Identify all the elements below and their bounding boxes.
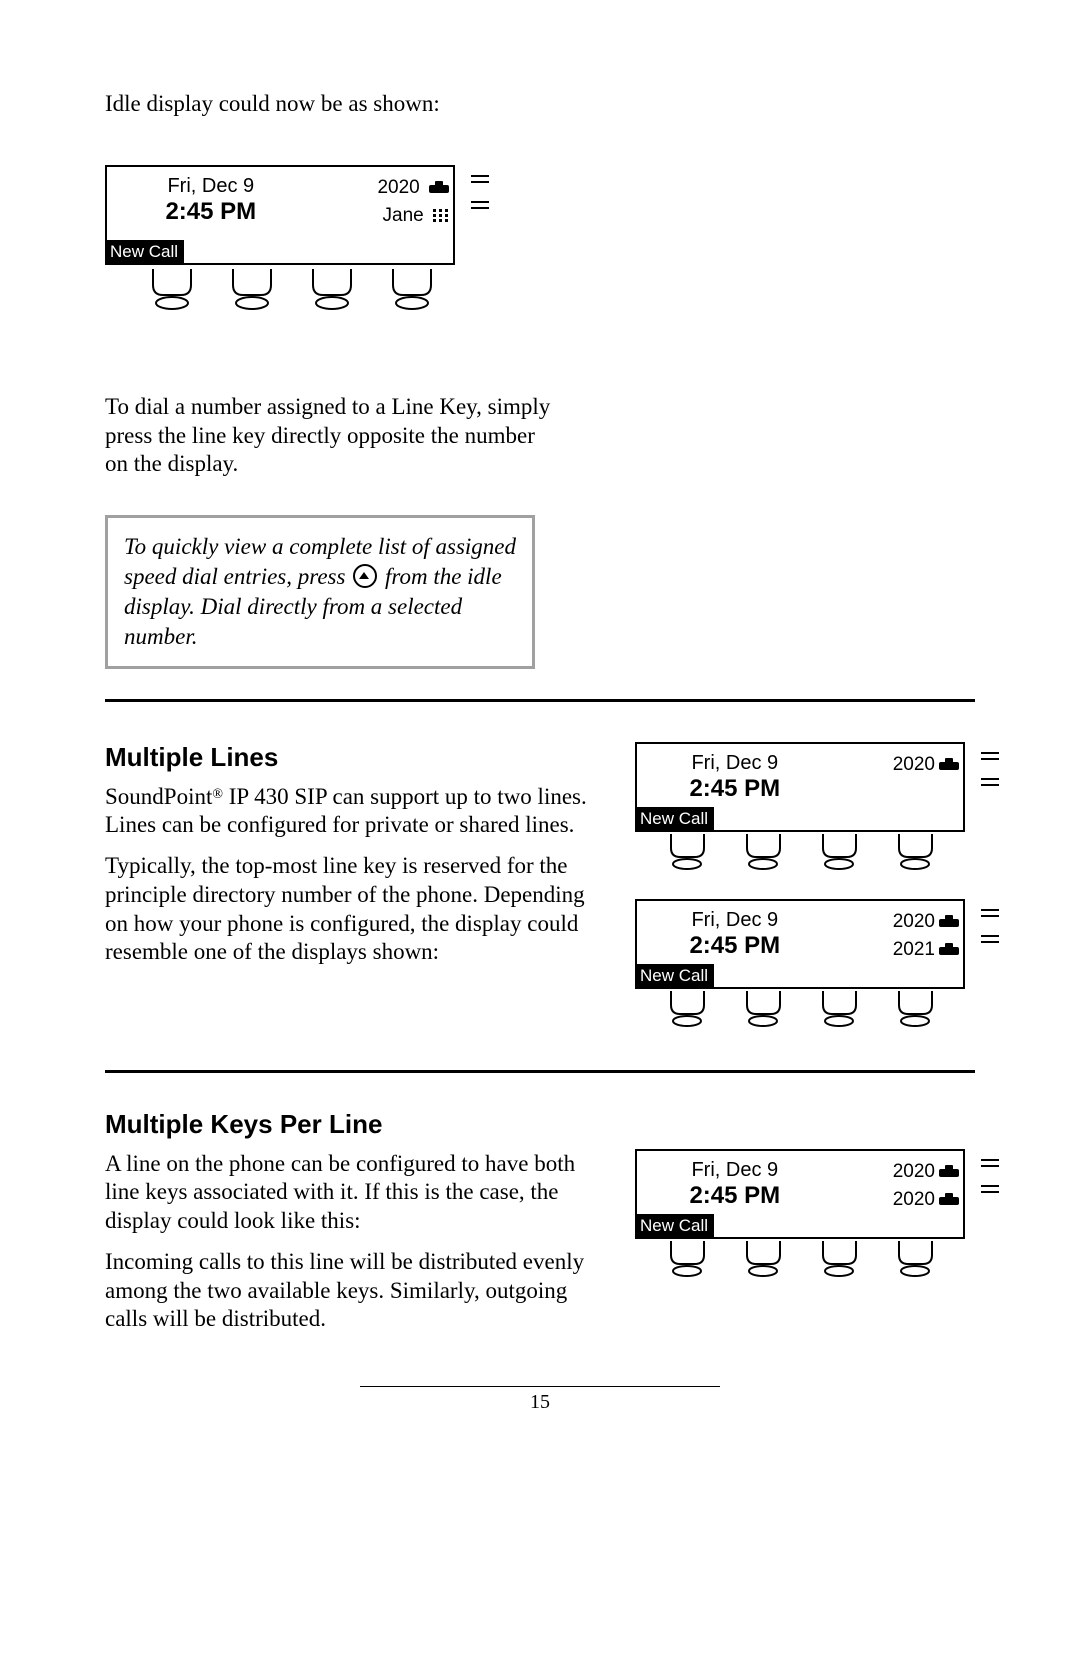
phone-icon: [939, 939, 959, 965]
d3-time: 2:45 PM: [637, 1182, 833, 1210]
section2-para2: Typically, the top-most line key is rese…: [105, 852, 605, 967]
phone-icon: [939, 1189, 959, 1215]
heading-multiple-lines: Multiple Lines: [105, 742, 605, 773]
dial-instructions: To dial a number assigned to a Line Key,…: [105, 393, 555, 479]
line-key[interactable]: [981, 752, 999, 758]
up-arrow-icon: [353, 564, 377, 588]
intro-text: Idle display could now be as shown:: [105, 90, 555, 119]
display1-line2-label: Jane: [383, 205, 424, 226]
phone-display-3: Fri, Dec 92:45 PM 2020 2020 New Call: [635, 1149, 975, 1284]
tip-box: To quickly view a complete list of assig…: [105, 515, 535, 669]
softkey-newcall[interactable]: New Call: [105, 240, 184, 265]
softkey-buttons[interactable]: [113, 267, 463, 311]
phone-display-2a: Fri, Dec 92:45 PM 2020 New Call: [635, 742, 975, 877]
d2b-time: 2:45 PM: [637, 932, 833, 960]
d3-line2: 2020: [893, 1189, 935, 1210]
line-key[interactable]: [981, 1159, 999, 1165]
phone-icon: [429, 177, 449, 203]
d2a-date: Fri, Dec 9: [637, 752, 833, 775]
section3-para2: Incoming calls to this line will be dist…: [105, 1248, 605, 1334]
d2b-line1: 2020: [893, 911, 935, 932]
heading-multiple-keys: Multiple Keys Per Line: [105, 1109, 605, 1140]
d3-line1: 2020: [893, 1161, 935, 1182]
softkey-buttons[interactable]: [635, 1239, 965, 1279]
phone-icon: [939, 754, 959, 780]
d2b-line2: 2021: [893, 939, 935, 960]
grid-icon: [433, 205, 449, 231]
d2a-softkey[interactable]: New Call: [635, 807, 714, 832]
registered-mark: ®: [212, 787, 223, 802]
line-key-1[interactable]: [471, 175, 489, 181]
phone-icon: [939, 911, 959, 937]
phone-display-1: Fri, Dec 9 2:45 PM 2020 Jane New Call: [105, 165, 465, 311]
line-key[interactable]: [981, 909, 999, 915]
d2b-date: Fri, Dec 9: [637, 909, 833, 932]
page-number: 15: [360, 1386, 720, 1414]
section3-para1: A line on the phone can be configured to…: [105, 1150, 605, 1236]
d2a-time: 2:45 PM: [637, 775, 833, 803]
display1-date: Fri, Dec 9: [107, 175, 315, 198]
line-key-2[interactable]: [471, 201, 489, 207]
phone-display-2b: Fri, Dec 92:45 PM 2020 2021 New Call: [635, 899, 975, 1034]
line-key[interactable]: [981, 1185, 999, 1191]
display1-line1-label: 2020: [377, 177, 419, 198]
d2b-softkey[interactable]: New Call: [635, 964, 714, 989]
line-key[interactable]: [981, 778, 999, 784]
display1-time: 2:45 PM: [107, 198, 315, 226]
softkey-buttons[interactable]: [635, 832, 965, 872]
line-key[interactable]: [981, 935, 999, 941]
softkey-buttons[interactable]: [635, 989, 965, 1029]
d3-softkey[interactable]: New Call: [635, 1214, 714, 1239]
section2-para1: SoundPoint® IP 430 SIP can support up to…: [105, 783, 605, 841]
d3-date: Fri, Dec 9: [637, 1159, 833, 1182]
phone-icon: [939, 1161, 959, 1187]
d2a-line1: 2020: [893, 754, 935, 775]
